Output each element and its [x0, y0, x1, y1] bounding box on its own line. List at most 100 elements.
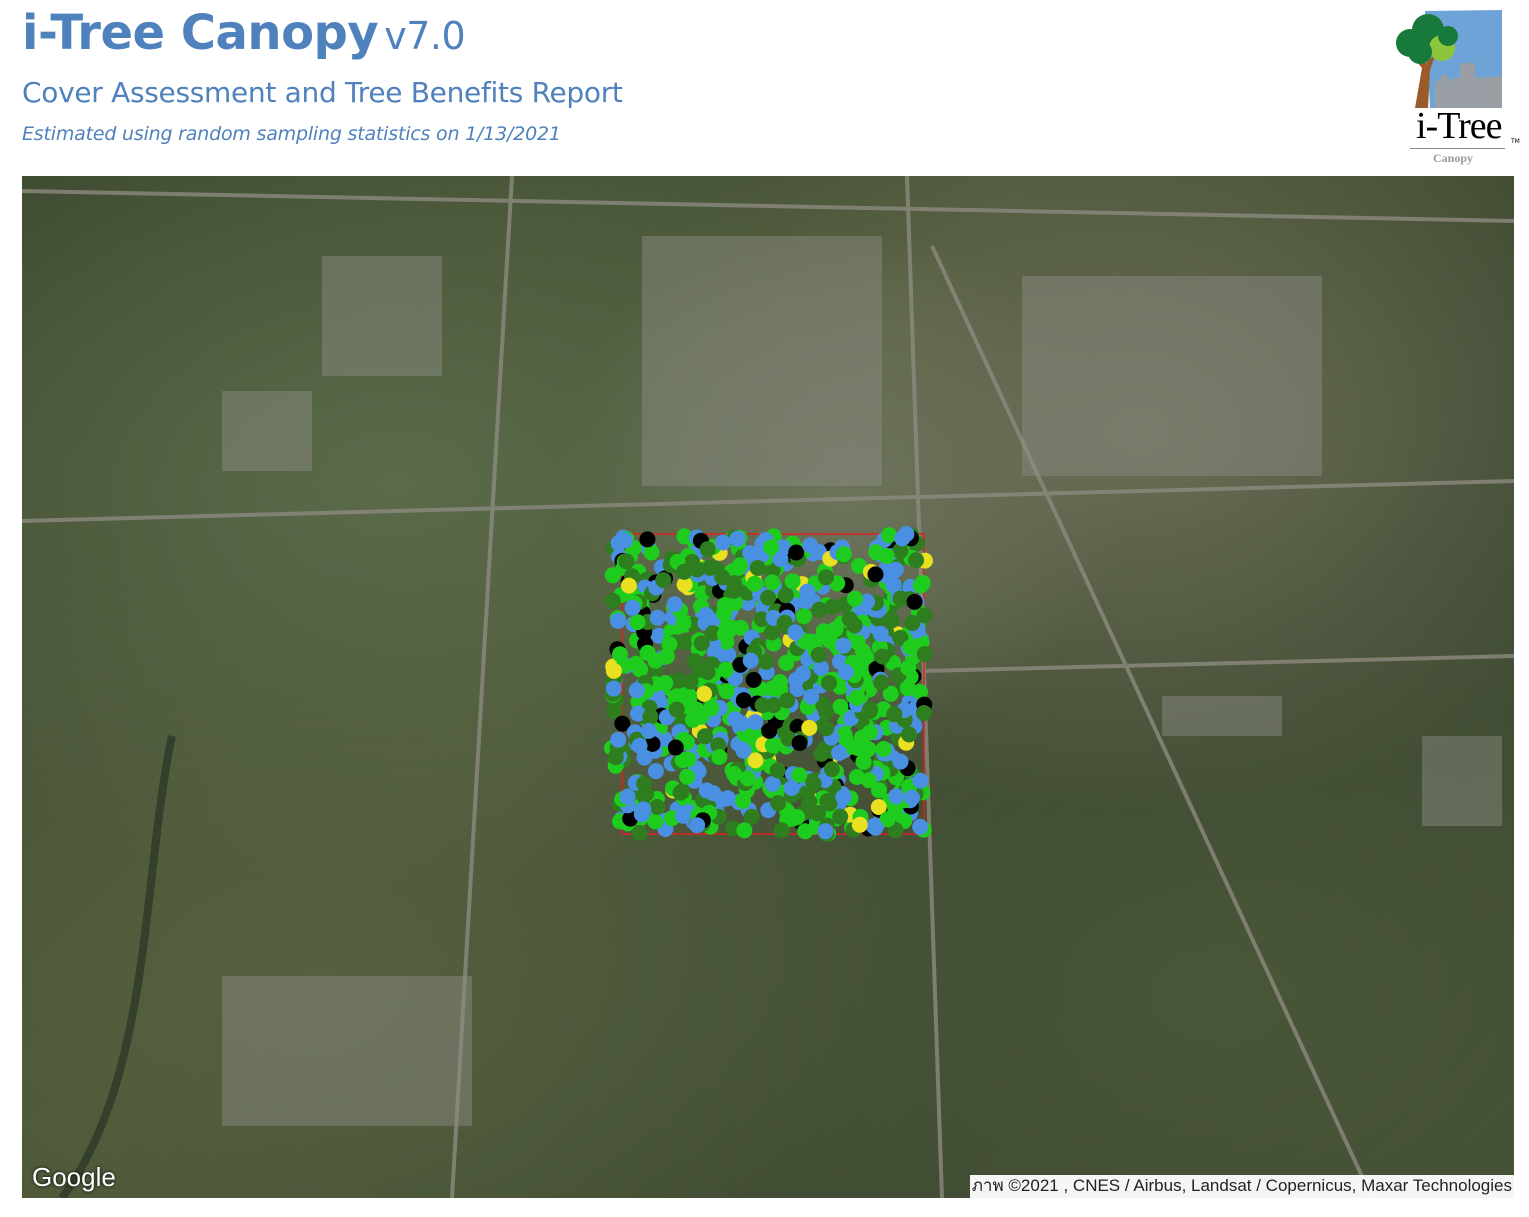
sample-point [666, 596, 683, 613]
sample-point [899, 680, 916, 697]
sample-point [628, 655, 645, 672]
sample-point [892, 753, 909, 770]
sample-point [802, 633, 818, 650]
sample-point [823, 761, 840, 778]
sample-point [655, 572, 672, 589]
sample-point [776, 614, 793, 631]
sample-point [912, 772, 929, 789]
sample-point [803, 688, 820, 705]
sample-point [912, 684, 929, 700]
sample-point [753, 611, 770, 628]
sample-point [742, 652, 759, 669]
sample-point [732, 557, 748, 574]
sample-point [726, 765, 742, 782]
sample-point [805, 775, 822, 792]
sample-point [703, 700, 720, 717]
sample-point [822, 632, 838, 649]
sample-point [892, 542, 909, 559]
sample-point [679, 768, 696, 785]
sample-point [902, 639, 919, 656]
sample-point [813, 745, 830, 762]
estimate-note: Estimated using random sampling statisti… [22, 123, 561, 145]
app-name: i-Tree Canopy [22, 5, 379, 61]
sample-point [764, 680, 781, 697]
sample-point [769, 762, 786, 779]
sample-point [674, 783, 690, 800]
sample-point [799, 583, 816, 600]
sample-point [676, 528, 693, 545]
sample-point [624, 599, 641, 616]
sample-point [849, 634, 866, 651]
sample-point [668, 701, 685, 718]
sample-point [746, 575, 763, 592]
sample-point [629, 614, 646, 631]
sample-point [636, 775, 653, 792]
sample-point [861, 703, 878, 719]
sample-point [908, 552, 925, 569]
sample-point [775, 539, 792, 556]
google-logo: Google [32, 1162, 116, 1192]
sample-point [810, 646, 827, 663]
sample-point [795, 608, 812, 625]
sample-point [736, 822, 753, 839]
river [58, 735, 176, 1198]
sample-point [770, 795, 787, 812]
sample-point [649, 609, 666, 626]
sample-point [827, 621, 844, 637]
sample-point [739, 770, 756, 787]
sample-point [916, 607, 933, 624]
sample-point [682, 673, 699, 690]
sample-point [729, 530, 746, 547]
sample-point [642, 708, 659, 725]
sample-point [606, 702, 623, 719]
map-attribution[interactable]: ภาพ ©2021 , CNES / Airbus, Landsat / Cop… [969, 1175, 1514, 1198]
logo-divider [1410, 148, 1505, 149]
sample-point [914, 574, 931, 591]
sample-point [855, 753, 872, 770]
sample-point [887, 561, 904, 578]
sample-point [824, 598, 841, 615]
sample-point [802, 537, 819, 554]
sample-point [688, 701, 705, 718]
sample-point [835, 789, 852, 806]
road [22, 479, 1514, 523]
sample-point [676, 563, 693, 580]
sample-point [689, 817, 706, 834]
sample-point [761, 722, 778, 739]
sample-point [693, 635, 710, 652]
sample-point [843, 738, 860, 755]
satellite-map[interactable]: Google ภาพ ©2021 , CNES / Airbus, Landsa… [22, 176, 1514, 1198]
sample-point [610, 612, 626, 629]
sample-point [898, 526, 915, 542]
sample-point [904, 789, 920, 806]
sample-point [661, 636, 678, 653]
sample-point [791, 735, 808, 751]
sample-point [858, 649, 875, 666]
sample-point [649, 799, 666, 815]
sample-point [797, 823, 814, 840]
sample-point [657, 675, 674, 691]
sample-point [779, 692, 796, 709]
sample-point [881, 527, 898, 544]
sample-point [870, 799, 887, 815]
sample-point [885, 577, 902, 594]
sample-point [764, 775, 781, 792]
road [450, 176, 514, 1198]
sample-point [883, 612, 900, 629]
sample-point [867, 566, 884, 583]
sample-point [868, 544, 885, 561]
sample-point [763, 539, 780, 556]
sample-point [749, 560, 766, 576]
sample-point [819, 793, 836, 809]
map-overlay [22, 176, 1514, 1198]
sample-point [832, 808, 849, 825]
sample-point [892, 629, 909, 646]
sample-point [794, 665, 811, 682]
logo-wordmark: i-Tree [1416, 105, 1502, 147]
sample-point [837, 664, 854, 681]
sample-point [710, 737, 727, 754]
sample-point [787, 624, 804, 641]
sample-point [635, 801, 652, 818]
sample-point [614, 715, 631, 732]
sample-point [699, 541, 716, 558]
